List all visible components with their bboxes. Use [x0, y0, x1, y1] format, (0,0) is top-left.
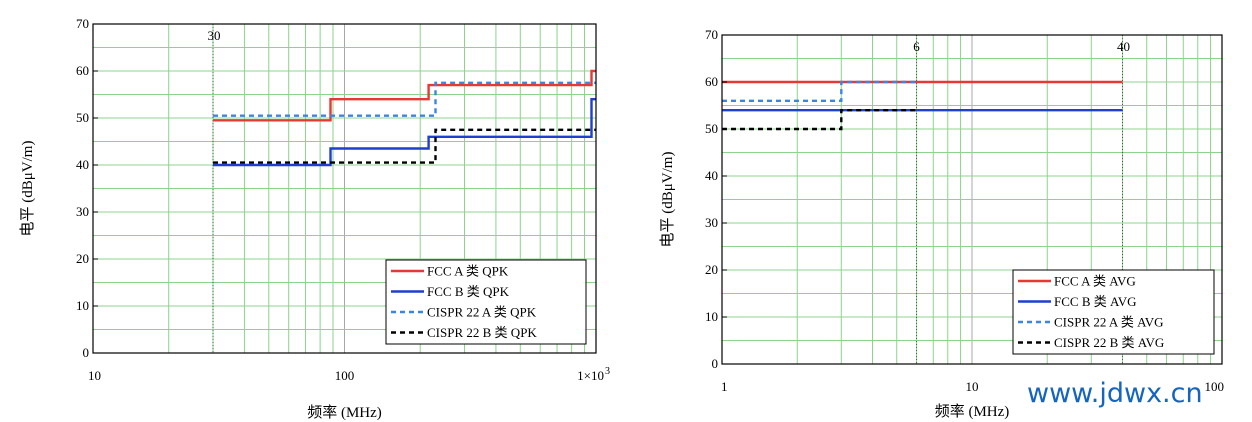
- series-line-4: [722, 108, 917, 131]
- series-line-2: [213, 97, 596, 167]
- y-tick-label: 10: [705, 309, 718, 324]
- x-tick-label: 1×10: [577, 368, 604, 383]
- legend-label: CISPR 22 A 类 QPK: [427, 305, 537, 320]
- x-tick-label: 10: [88, 368, 101, 383]
- legend-box: [1012, 269, 1215, 355]
- legend-box: [385, 259, 587, 345]
- y-tick-label: 70: [76, 16, 89, 31]
- y-tick-label: 20: [76, 251, 89, 266]
- x-tick-label: 10: [966, 379, 979, 394]
- chart-2: 6 40 0 10 20 30 40 50 60 70 1 10 100 频率 (MHz) 电平 (dBμV…: [659, 27, 1224, 420]
- series-line-1: [213, 69, 596, 122]
- x-tick-exponent: 3: [605, 366, 610, 377]
- legend-label: FCC A 类 QPK: [427, 264, 509, 279]
- y-tick-label: 10: [76, 298, 89, 313]
- y-axis-label: 电平 (dBμV/m): [19, 141, 36, 237]
- series-line-4: [213, 128, 596, 164]
- series-line-3: [722, 80, 917, 103]
- y-tick-label: 0: [712, 356, 719, 371]
- y-tick-label: 30: [705, 215, 718, 230]
- y-axis-label: 电平 (dBμV/m): [659, 152, 676, 248]
- y-tick-label: 50: [705, 121, 718, 136]
- marker-label: 40: [1117, 39, 1130, 54]
- x-axis-label: 频率 (MHz): [307, 404, 382, 421]
- grid: [722, 35, 1222, 364]
- legend-label: FCC B 类 AVG: [1054, 294, 1136, 309]
- y-tick-label: 20: [705, 262, 718, 277]
- x-tick-label: 100: [335, 368, 355, 383]
- series-line-3: [213, 81, 596, 117]
- legend-label: CISPR 22 A 类 AVG: [1054, 315, 1164, 330]
- y-tick-label: 40: [76, 157, 89, 172]
- chart-1: 30 0 10 20 30 40 50 60 70 10 100 1×10 3 频率 (MHz) 电平 (d…: [19, 16, 610, 421]
- legend-label: CISPR 22 B 类 QPK: [427, 325, 537, 340]
- y-tick-label: 30: [76, 204, 89, 219]
- x-tick-label: 100: [1205, 379, 1225, 394]
- legend: FCC A 类 QPK FCC B 类 QPK CISPR 22 A 类 QPK CI…: [385, 259, 587, 345]
- plot-frame: [721, 34, 1223, 365]
- legend-label: FCC B 类 QPK: [427, 284, 510, 299]
- legend-label: FCC A 类 AVG: [1054, 274, 1136, 289]
- y-tick-label: 70: [705, 27, 718, 42]
- marker-label: 30: [207, 28, 220, 43]
- marker-label: 6: [913, 39, 920, 54]
- y-tick-label: 40: [705, 168, 718, 183]
- y-tick-label: 0: [83, 345, 90, 360]
- y-tick-label: 60: [76, 63, 89, 78]
- y-tick-label: 60: [705, 74, 718, 89]
- x-axis-label: 频率 (MHz): [935, 403, 1010, 420]
- watermark-text: www.jdwx.cn: [1027, 378, 1203, 409]
- legend: FCC A 类 AVG FCC B 类 AVG CISPR 22 A 类 AVG CI…: [1012, 269, 1215, 355]
- legend-label: CISPR 22 B 类 AVG: [1054, 335, 1164, 350]
- x-tick-label: 1: [721, 379, 728, 394]
- plot-frame: [92, 23, 597, 354]
- y-tick-label: 50: [76, 110, 89, 125]
